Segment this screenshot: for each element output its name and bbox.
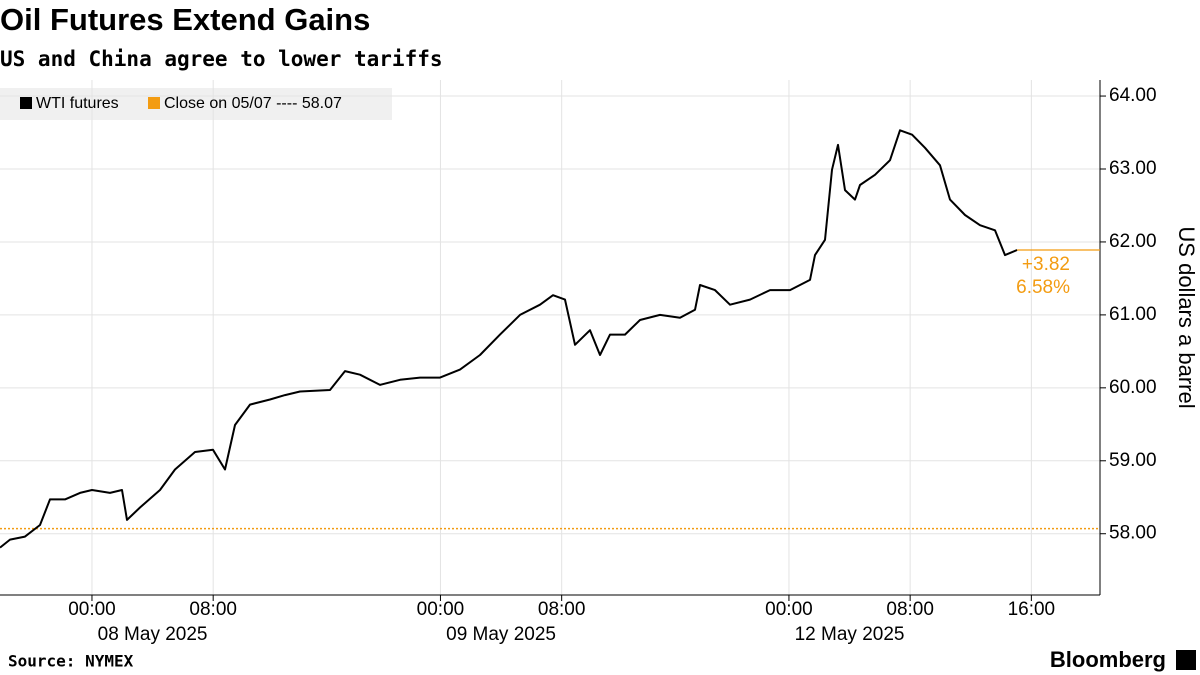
x-tick-label: 08:00 bbox=[189, 599, 237, 620]
date-label: 09 May 2025 bbox=[446, 624, 556, 645]
y-tick-label: 58.00 bbox=[1109, 523, 1157, 544]
y-tick-label: 64.00 bbox=[1109, 85, 1157, 106]
y-tick-label: 59.00 bbox=[1109, 450, 1157, 471]
change-pct-label: 6.58% bbox=[1016, 277, 1070, 298]
chart-subtitle: US and China agree to lower tariffs bbox=[0, 47, 443, 71]
legend-box bbox=[0, 88, 392, 120]
date-label: 12 May 2025 bbox=[795, 624, 905, 645]
y-axis-label: US dollars a barrel bbox=[1174, 226, 1199, 408]
legend-label: Close on 05/07 ---- 58.07 bbox=[164, 95, 342, 112]
x-tick-label: 08:00 bbox=[886, 599, 934, 620]
y-tick-label: 60.00 bbox=[1109, 377, 1157, 398]
y-tick-label: 62.00 bbox=[1109, 231, 1157, 252]
x-tick-label: 00:00 bbox=[765, 599, 813, 620]
y-tick-label: 61.00 bbox=[1109, 304, 1157, 325]
x-tick-label: 08:00 bbox=[538, 599, 586, 620]
x-tick-label: 00:00 bbox=[68, 599, 116, 620]
date-label: 08 May 2025 bbox=[98, 624, 208, 645]
price-line bbox=[0, 129, 1018, 549]
change-label: +3.82 bbox=[1022, 254, 1070, 275]
x-tick-label: 00:00 bbox=[417, 599, 465, 620]
legend-swatch bbox=[20, 97, 32, 109]
brand: Bloomberg bbox=[1050, 647, 1166, 672]
x-tick-label: 16:00 bbox=[1008, 599, 1056, 620]
legend-label: WTI futures bbox=[36, 95, 119, 112]
y-tick-label: 63.00 bbox=[1109, 158, 1157, 179]
source: Source: NYMEX bbox=[8, 652, 134, 671]
chart-title: Oil Futures Extend Gains bbox=[0, 2, 370, 37]
legend-swatch bbox=[148, 97, 160, 109]
brand-icon bbox=[1176, 650, 1196, 670]
